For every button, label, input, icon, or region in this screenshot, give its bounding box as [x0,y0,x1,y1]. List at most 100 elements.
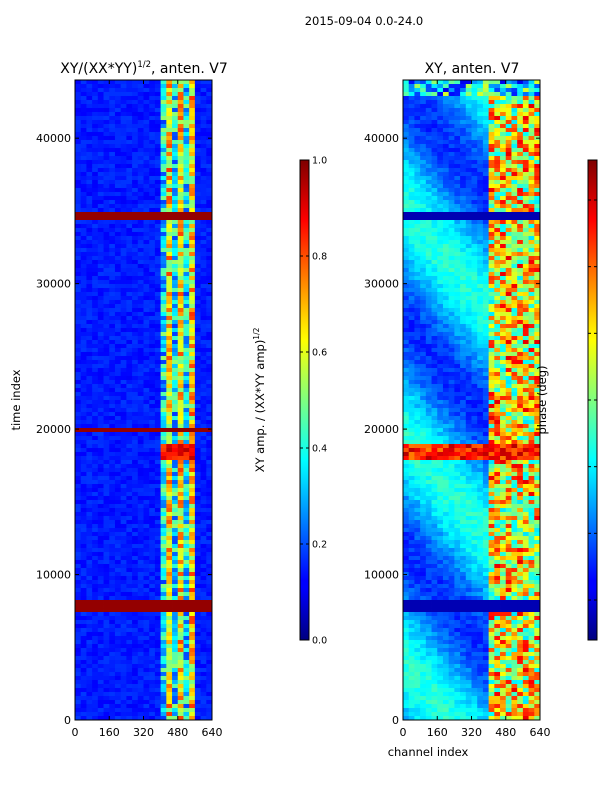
heat-cell [194,340,201,345]
heat-cell [97,688,104,693]
heat-cell [154,300,162,305]
heat-cell [120,448,127,453]
heat-cell [114,128,122,133]
heat-cell [166,312,173,317]
heat-cell [97,660,104,665]
heat-cell [80,108,87,113]
heat-cell [103,332,110,337]
heat-cell [517,188,524,193]
heat-cell [160,284,167,289]
heat-cell [522,220,529,225]
heat-cell [80,352,87,357]
heat-cell [137,124,144,129]
heat-cell [189,132,196,137]
heat-cell [437,172,444,177]
heat-cell [166,492,173,497]
heat-cell [154,452,162,457]
heat-cell [206,520,213,525]
heat-cell [160,400,167,405]
heat-cell [403,152,410,157]
heat-cell [114,324,122,329]
heat-cell [103,476,110,481]
heat-cell [143,452,150,457]
heat-cell [80,460,87,465]
heat-cell [126,616,133,621]
heat-cell [126,372,133,377]
heat-cell [75,472,82,477]
heat-cell [137,112,144,117]
heat-cell [97,324,104,329]
heat-cell [448,148,455,153]
heat-cell [194,368,201,373]
heat-cell [149,288,156,293]
heat-cell [183,140,190,145]
heat-cell [488,228,495,233]
heat-cell [189,444,196,449]
heat-cell [132,632,139,637]
heat-cell [172,628,179,633]
heat-cell [425,136,432,141]
heat-cell [431,120,438,125]
heat-cell [517,160,524,165]
heat-cell [189,324,196,329]
heat-cell [172,352,179,357]
heat-cell [143,620,150,625]
heat-cell [200,292,207,297]
heat-cell [206,104,213,109]
heat-cell [183,672,190,677]
heat-cell [126,168,133,173]
heat-cell [200,432,207,437]
heat-cell [80,624,87,629]
heat-cell [75,664,82,669]
heat-cell [80,716,87,721]
heat-cell [482,160,490,165]
heat-cell [154,140,162,145]
heat-cell [137,344,144,349]
heat-cell [477,244,484,249]
heat-cell [517,100,524,105]
heat-cell [500,184,507,189]
heat-cell [92,424,99,429]
heat-cell [420,224,427,229]
heat-cell [494,124,501,129]
heat-cell [528,204,535,209]
heat-cell [460,172,467,177]
heat-cell [183,164,190,169]
heat-cell [414,112,421,117]
heat-cell [166,336,173,341]
heat-cell [80,396,87,401]
heat-cell [132,84,139,89]
heat-cell [109,540,116,545]
heat-cell [160,328,167,333]
heat-cell [172,392,179,397]
heat-cell [132,524,139,529]
heat-cell [465,84,472,89]
heat-cell [103,640,110,645]
heat-cell [86,404,93,409]
heat-cell [403,144,410,149]
heat-cell [120,152,127,157]
heat-cell [454,164,461,169]
heat-cell [114,356,122,361]
heat-cell [86,392,93,397]
heat-cell [465,108,472,113]
heat-cell [460,116,467,121]
heat-cell [403,172,410,177]
heat-cell [460,100,467,105]
heat-cell [403,196,410,201]
heat-cell [92,396,99,401]
heat-cell [75,344,82,349]
heat-cell [149,548,156,553]
heat-cell [143,360,150,365]
heat-cell [166,444,173,449]
heat-cell [143,504,150,509]
heat-cell [75,360,82,365]
heat-cell [126,96,133,101]
heat-cell [75,316,82,321]
heat-cell [166,352,173,357]
heat-cell [97,264,104,269]
heat-cell [120,420,127,425]
heat-cell [166,512,173,517]
heat-cell [132,100,139,105]
